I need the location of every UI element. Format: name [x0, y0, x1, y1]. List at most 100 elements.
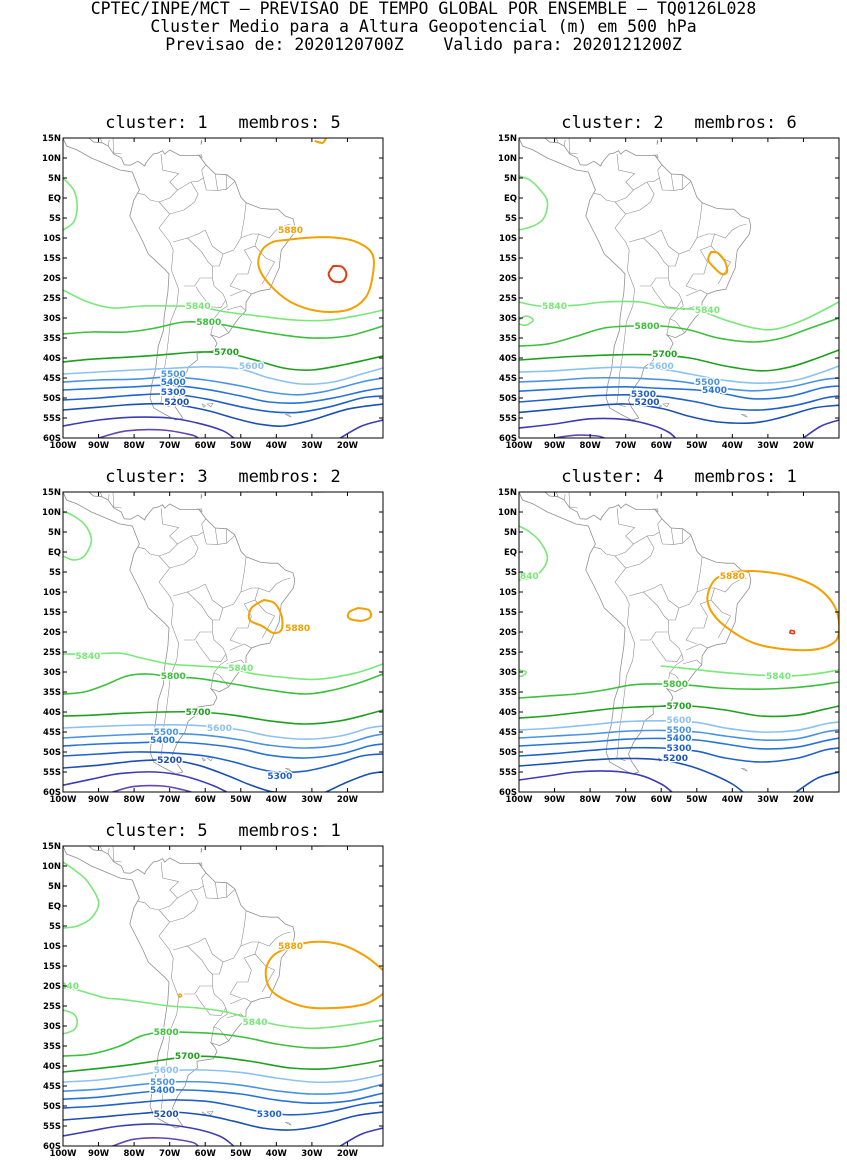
country-border [696, 202, 703, 239]
country-border [670, 173, 674, 191]
lat-label: 20S [43, 628, 61, 638]
contour-label: 5700 [652, 350, 677, 360]
country-border [696, 556, 703, 593]
lat-label: 45S [43, 1082, 61, 1092]
lon-label: 100W [49, 795, 77, 805]
country-border [204, 229, 259, 255]
lat-label: 50S [499, 748, 517, 758]
contour-5840 [63, 289, 383, 322]
island-outline [285, 414, 292, 418]
lon-label: 40W [722, 795, 744, 805]
contour-label: 5300 [161, 388, 186, 398]
contour-5880 [706, 570, 839, 652]
lat-label: 55S [43, 414, 61, 424]
contour-label: 5500 [154, 728, 179, 738]
lon-label: 40W [266, 1149, 288, 1159]
contour-5880 [177, 993, 183, 998]
contour-5800 [63, 673, 383, 695]
lat-label: 30S [43, 1022, 61, 1032]
country-border [158, 507, 180, 557]
lon-label: 30W [301, 441, 323, 451]
coastline-south-america [63, 846, 296, 1129]
lat-label: 10N [42, 862, 61, 872]
country-border [137, 900, 160, 911]
lon-label: 20W [337, 1149, 359, 1159]
country-border [660, 583, 715, 609]
contour-5840 [63, 177, 78, 231]
country-border [659, 531, 692, 545]
country-border [187, 583, 206, 593]
contour-label: 5400 [702, 386, 727, 396]
contour-5800 [519, 681, 839, 699]
lat-label: 55S [43, 1122, 61, 1132]
lat-label: 40S [43, 1062, 61, 1072]
contour-label: 5500 [161, 370, 186, 380]
country-border [660, 229, 715, 255]
lon-label: 100W [505, 441, 533, 451]
lat-label: 15S [43, 962, 61, 972]
country-border [668, 607, 680, 621]
country-border [659, 177, 692, 191]
contour-5840 [519, 175, 549, 231]
contour-label: 5500 [150, 1078, 175, 1088]
country-border [210, 1026, 215, 1043]
country-border [169, 181, 199, 215]
lat-label: 35S [43, 334, 61, 344]
contour-label: 5800 [634, 322, 659, 332]
country-border [685, 599, 732, 645]
lat-label: 35S [43, 688, 61, 698]
lat-label: 30S [43, 314, 61, 324]
lat-label: 55S [43, 768, 61, 778]
island-outline [200, 493, 203, 499]
contour-label: 5840 [242, 1018, 267, 1028]
subtitle-field: Cluster Medio para a Altura Geopotencial… [150, 17, 697, 36]
contour-label: 5700 [666, 702, 691, 712]
contour-5500 [63, 376, 383, 396]
contour-5400 [519, 737, 839, 750]
country-border [240, 202, 247, 239]
lat-label: EQ [504, 194, 517, 204]
country-border [563, 139, 566, 147]
contour-5880 [286, 940, 383, 971]
coastline-south-america [519, 138, 752, 421]
country-border [112, 152, 122, 155]
island-outline [206, 1110, 214, 1116]
country-border [593, 192, 616, 203]
country-border [213, 299, 229, 333]
contour-5100 [339, 1127, 383, 1146]
contour-label: 5300 [257, 1110, 282, 1120]
island-outline [657, 403, 663, 408]
contour-5880 [314, 138, 328, 144]
country-border [229, 245, 276, 291]
country-border [158, 861, 180, 911]
lat-label: 55S [499, 768, 517, 778]
contour-5600 [63, 1069, 383, 1084]
lon-label: 70W [159, 441, 181, 451]
contour-5200 [795, 771, 839, 792]
country-border [204, 937, 259, 963]
contour-5000 [112, 1136, 199, 1146]
lon-label: 70W [159, 1149, 181, 1159]
country-border [112, 138, 115, 155]
lon-label: 90W [544, 795, 566, 805]
country-border [213, 1007, 229, 1041]
contour-label: 5400 [150, 736, 175, 746]
contour-5600 [519, 365, 839, 385]
lat-label: 15S [43, 254, 61, 264]
lat-label: 10N [498, 508, 517, 518]
country-border [682, 659, 703, 666]
contour-5700 [519, 704, 839, 719]
contour-label: 5700 [175, 1052, 200, 1062]
contour-5400 [519, 385, 839, 400]
lat-label: 30S [499, 668, 517, 678]
lon-label: 100W [49, 1149, 77, 1159]
contour-label: 5600 [649, 362, 674, 372]
country-border [173, 591, 213, 641]
country-border [177, 164, 207, 191]
island-outline [654, 508, 659, 513]
panel-4-map: 5880 5840 5840 5800 5700 56005500540053005200… [498, 488, 840, 805]
lat-label: 20S [499, 628, 517, 638]
contour-5920 [327, 264, 348, 284]
contour-label: 5600 [207, 724, 232, 734]
